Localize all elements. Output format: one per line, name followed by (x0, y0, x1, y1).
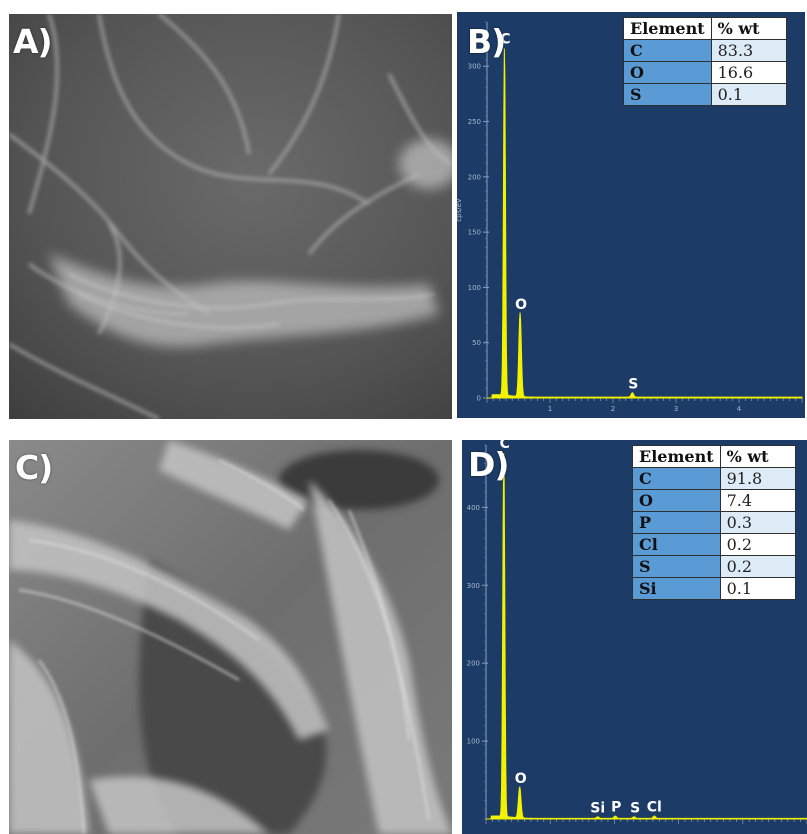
element-cell: S (623, 83, 712, 106)
y-tick-label: 150 (468, 229, 481, 237)
wt-cell: 0.2 (719, 533, 796, 556)
element-cell: O (632, 489, 721, 512)
sem-micrograph-a (9, 14, 452, 419)
wt-cell: 0.1 (710, 83, 787, 106)
wt-cell: 0.1 (719, 577, 796, 600)
peak-label: P (611, 800, 621, 816)
y-axis-label: cps/eV (457, 198, 463, 222)
panel-label-c: C) (15, 448, 53, 487)
table-row: P 0.3 (632, 511, 796, 534)
peak-label: S (630, 800, 640, 816)
x-tick-label: 3 (674, 405, 678, 413)
table-row: Si 0.1 (632, 577, 796, 600)
peak-label: O (515, 771, 527, 787)
peak-label: Si (590, 800, 605, 816)
element-cell: O (623, 61, 712, 84)
panel-label-b: B) (467, 22, 506, 61)
wt-cell: 0.2 (719, 555, 796, 578)
table-header-element: Element (623, 17, 712, 40)
peak-label: S (628, 377, 638, 393)
wt-cell: 16.6 (710, 61, 787, 84)
peak-label: C (500, 440, 510, 452)
table-row: O 16.6 (623, 61, 787, 84)
y-tick-label: 400 (467, 504, 480, 512)
y-tick-label: 100 (467, 738, 480, 746)
table-row: Cl 0.2 (632, 533, 796, 556)
y-tick-label: 300 (468, 63, 481, 71)
y-tick-label: 100 (468, 284, 481, 292)
table-row: O 7.4 (632, 489, 796, 512)
sem-image-a: A) (9, 14, 452, 419)
y-tick-label: 250 (468, 118, 481, 126)
spectrum-trace (487, 48, 803, 399)
table-header-element: Element (632, 445, 721, 468)
wt-cell: 7.4 (719, 489, 796, 512)
peak-label: Cl (647, 800, 662, 816)
element-cell: C (632, 467, 721, 490)
x-tick-label: 1 (548, 405, 552, 413)
element-cell: Si (632, 577, 721, 600)
x-tick-label: 4 (737, 405, 742, 413)
x-tick-label: 2 (611, 405, 615, 413)
panel-label-d: D) (468, 445, 509, 484)
element-cell: C (623, 39, 712, 62)
wt-cell: 91.8 (719, 467, 796, 490)
eds-panel-b: 0 50 100 150 200 250 300 1 2 3 4 cps/eV C O S B) Eleme… (457, 12, 805, 418)
table-row: C 91.8 (632, 467, 796, 490)
y-tick-label: 200 (468, 173, 481, 181)
y-tick-label: 0 (477, 395, 481, 403)
y-tick-label: 50 (472, 339, 481, 347)
element-cell: P (632, 511, 721, 534)
element-cell: Cl (632, 533, 721, 556)
table-row: S 0.1 (623, 83, 787, 106)
y-tick-label: 300 (467, 582, 480, 590)
wt-cell: 83.3 (710, 39, 787, 62)
table-row: S 0.2 (632, 555, 796, 578)
sem-image-c: C) (9, 440, 452, 834)
wt-cell: 0.3 (719, 511, 796, 534)
table-header-wt: % wt (710, 17, 787, 40)
table-header-wt: % wt (719, 445, 796, 468)
spectrum-trace (486, 453, 807, 820)
sem-micrograph-c (9, 440, 452, 834)
composition-table-d: Element % wt C 91.8 O 7.4 P 0.3 Cl 0.2 S… (632, 445, 796, 600)
composition-table-b: Element % wt C 83.3 O 16.6 S 0.1 (623, 17, 787, 106)
eds-panel-d: 100 200 300 400 C O Si P S Cl D) Element % wt C 9… (462, 440, 807, 834)
table-row: C 83.3 (623, 39, 787, 62)
peak-label: C (500, 32, 510, 48)
y-tick-label: 200 (467, 660, 480, 668)
panel-label-a: A) (13, 22, 53, 61)
element-cell: S (632, 555, 721, 578)
peak-label: O (515, 297, 527, 313)
